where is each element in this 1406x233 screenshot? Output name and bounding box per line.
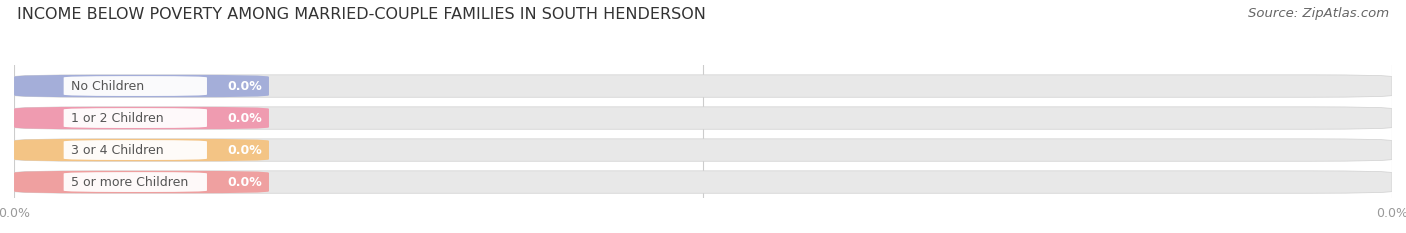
FancyBboxPatch shape	[14, 139, 269, 161]
FancyBboxPatch shape	[14, 75, 1392, 97]
Text: INCOME BELOW POVERTY AMONG MARRIED-COUPLE FAMILIES IN SOUTH HENDERSON: INCOME BELOW POVERTY AMONG MARRIED-COUPL…	[17, 7, 706, 22]
Text: 0.0%: 0.0%	[228, 175, 262, 188]
Text: 0.0%: 0.0%	[228, 144, 262, 157]
FancyBboxPatch shape	[14, 139, 1392, 161]
FancyBboxPatch shape	[63, 76, 207, 96]
FancyBboxPatch shape	[63, 108, 207, 128]
FancyBboxPatch shape	[14, 171, 269, 193]
FancyBboxPatch shape	[63, 172, 207, 192]
FancyBboxPatch shape	[14, 107, 1392, 129]
Text: No Children: No Children	[70, 79, 143, 93]
Text: 1 or 2 Children: 1 or 2 Children	[70, 112, 163, 125]
FancyBboxPatch shape	[14, 107, 269, 129]
FancyBboxPatch shape	[63, 140, 207, 160]
FancyBboxPatch shape	[14, 171, 1392, 193]
Text: 5 or more Children: 5 or more Children	[70, 175, 188, 188]
Text: 0.0%: 0.0%	[228, 112, 262, 125]
Text: 3 or 4 Children: 3 or 4 Children	[70, 144, 163, 157]
Text: 0.0%: 0.0%	[228, 79, 262, 93]
FancyBboxPatch shape	[14, 75, 269, 97]
Text: Source: ZipAtlas.com: Source: ZipAtlas.com	[1249, 7, 1389, 20]
